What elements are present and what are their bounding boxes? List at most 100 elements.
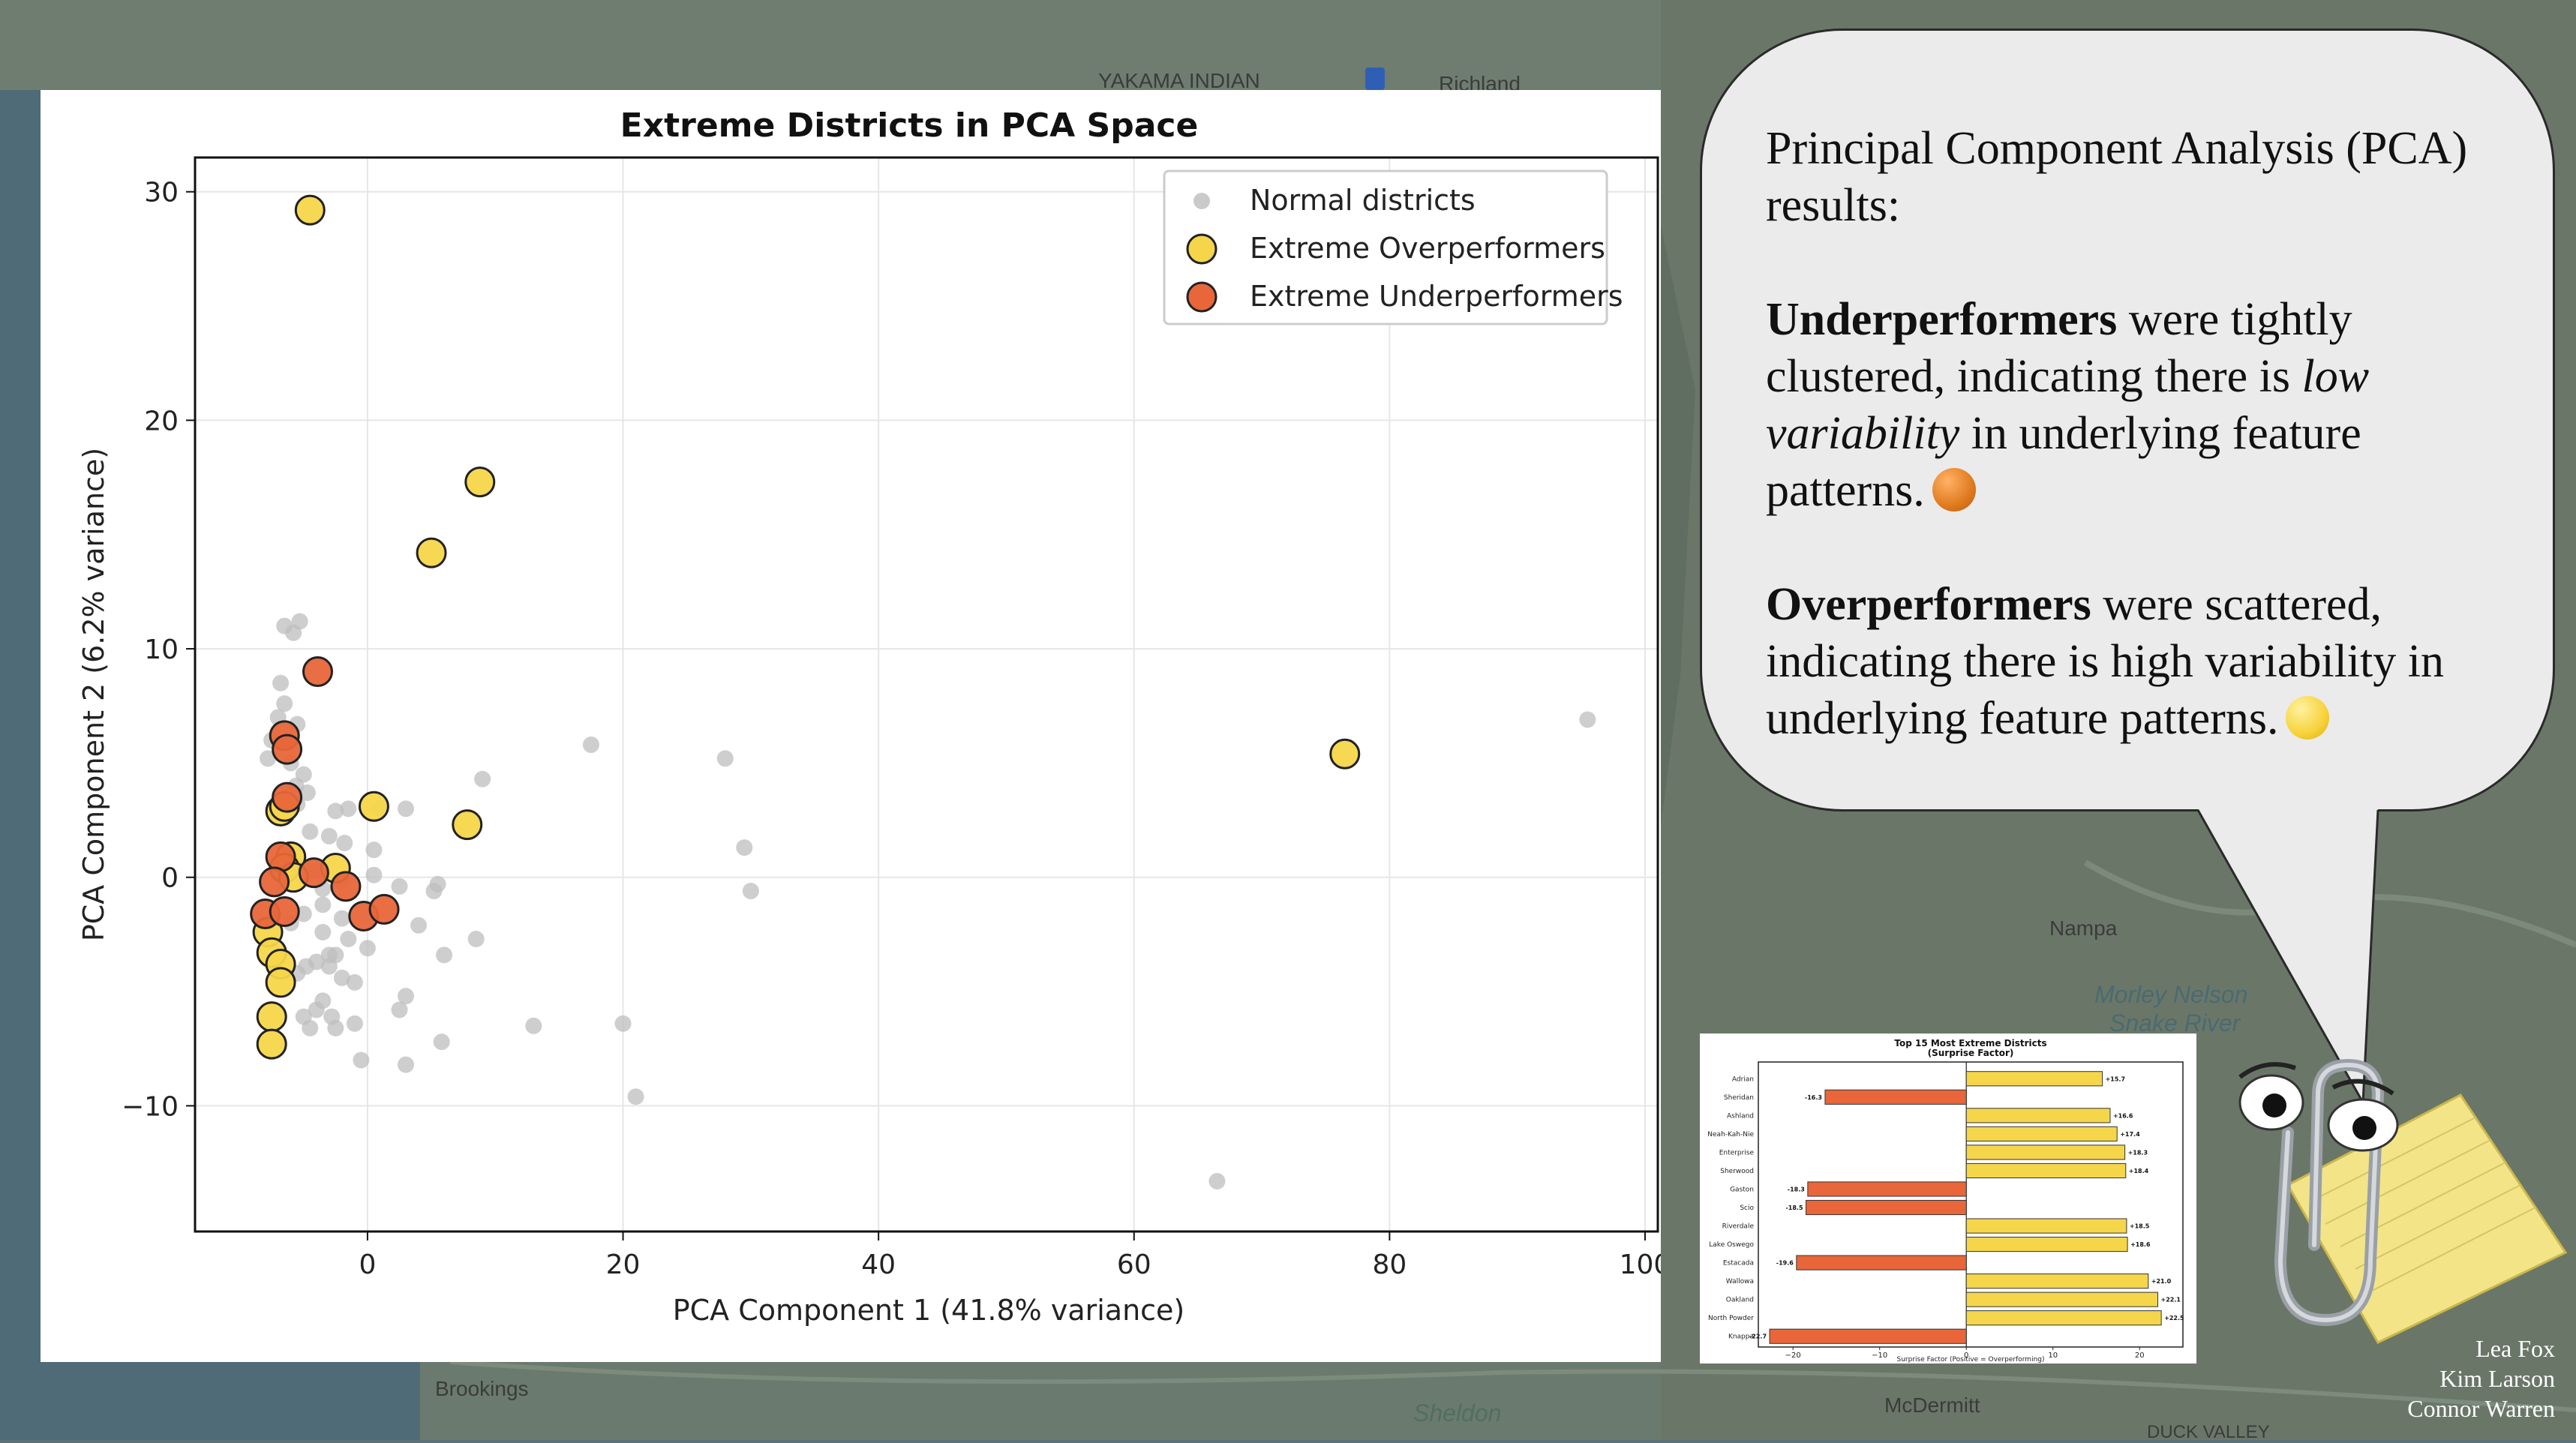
point-normal-district xyxy=(525,1017,542,1034)
bar-category-label: Sherwood xyxy=(1720,1168,1754,1175)
bar-category-label: Ashland xyxy=(1727,1112,1754,1120)
point-normal-district xyxy=(285,624,302,641)
bar-category-label: Enterprise xyxy=(1719,1149,1755,1156)
legend-marker-over xyxy=(1186,233,1217,265)
point-extreme-underperformer xyxy=(272,782,303,813)
bar-value-label: +16.6 xyxy=(2113,1112,2133,1119)
bar-chart-bars: −20 −10 0 10 20 Adrian +15.7 Sheridan -16.3 Ashla… xyxy=(1707,1062,2184,1360)
point-normal-district xyxy=(1579,711,1596,728)
map-label-sheldon: Sheldon xyxy=(1413,1400,1502,1426)
point-normal-district xyxy=(340,931,357,948)
bar-value-label: +18.4 xyxy=(2129,1168,2149,1174)
chart-legend: Normal districts Extreme Overperformers … xyxy=(1163,170,1623,326)
bar-value-label: -18.3 xyxy=(1788,1186,1805,1192)
credit-name: Kim Larson xyxy=(2439,1365,2555,1392)
point-extreme-underperformer xyxy=(265,841,296,872)
bubble-text: Principal Component Analysis (PCA) resul… xyxy=(1766,120,2523,804)
map-label-brookings: Brookings xyxy=(435,1377,529,1400)
point-extreme-underperformer xyxy=(269,896,300,927)
y-tick-label: 20 xyxy=(144,406,179,436)
point-normal-district xyxy=(359,940,376,957)
bar-x-tick-label: 0 xyxy=(1964,1352,1968,1360)
x-tick-label: 0 xyxy=(359,1250,376,1280)
bar-category-label: Wallowa xyxy=(1726,1278,1754,1286)
point-extreme-overperformer xyxy=(452,809,483,841)
bar-value-label: +18.5 xyxy=(2130,1223,2150,1230)
bar-overperforming xyxy=(1965,1126,2118,1142)
chart-title: Extreme Districts in PCA Space xyxy=(620,106,1199,145)
legend-label-under: Extreme Underperformers xyxy=(1250,280,1623,313)
bar-value-label: +17.4 xyxy=(2120,1131,2140,1138)
bar-value-label: -19.6 xyxy=(1776,1260,1794,1267)
over-text: were scattered, indicating there is high… xyxy=(1766,579,2444,744)
bar-category-label: North Powder xyxy=(1708,1315,1754,1322)
x-tick-label: 60 xyxy=(1117,1250,1151,1280)
under-italic: low variability xyxy=(1766,351,2370,459)
bar-value-label: -16.3 xyxy=(1805,1094,1822,1101)
point-normal-district xyxy=(627,1088,644,1106)
bar-chart-subtitle: (Surprise Factor) xyxy=(1928,1048,2014,1058)
pca-chart-panel: Extreme Districts in PCA Space 0 20 40 60 80… xyxy=(41,90,1661,1362)
bar-chart-title: Top 15 Most Extreme Districts xyxy=(1894,1038,2046,1048)
point-normal-district xyxy=(272,674,290,692)
bar-category-label: Riverdale xyxy=(1722,1223,1755,1231)
point-normal-district xyxy=(302,1019,319,1036)
point-normal-district xyxy=(736,839,753,856)
point-normal-district xyxy=(346,1015,363,1032)
point-normal-district xyxy=(299,784,316,802)
orange-circle-icon xyxy=(1932,468,1976,512)
bar-underperforming xyxy=(1769,1328,1967,1344)
point-normal-district xyxy=(302,823,319,840)
point-normal-district xyxy=(614,1015,632,1032)
legend-label-normal: Normal districts xyxy=(1250,184,1476,217)
bar-category-label: Gaston xyxy=(1730,1186,1754,1193)
x-tick-label: 100 xyxy=(1620,1250,1661,1280)
bar-category-label: Oakland xyxy=(1726,1297,1754,1304)
y-tick-label: −10 xyxy=(122,1091,179,1122)
bubble-underperformers: Underperformers were tightly clustered, … xyxy=(1766,291,2523,519)
bar-plot-frame xyxy=(1758,1061,2184,1348)
y-axis-label: PCA Component 2 (6.2% variance) xyxy=(77,448,110,941)
point-normal-district xyxy=(716,750,734,767)
yellow-circle-icon xyxy=(2286,696,2330,740)
y-tick-label: 0 xyxy=(161,863,179,894)
point-normal-district xyxy=(398,988,415,1005)
point-normal-district xyxy=(327,802,344,820)
bar-overperforming xyxy=(1965,1144,2126,1160)
legend-marker-normal xyxy=(1193,193,1210,209)
point-extreme-underperformer xyxy=(259,866,290,898)
point-normal-district xyxy=(433,1034,450,1051)
pca-scatter-chart: Extreme Districts in PCA Space 0 20 40 60 80… xyxy=(77,106,1661,1327)
point-normal-district xyxy=(398,1056,415,1073)
point-normal-district xyxy=(474,770,491,788)
point-extreme-overperformer xyxy=(256,1001,287,1033)
point-normal-district xyxy=(410,916,428,934)
bar-x-axis-label: Surprise Factor (Positive = Overperformi… xyxy=(1896,1356,2044,1364)
point-normal-district xyxy=(353,1052,370,1069)
point-normal-district xyxy=(391,1001,408,1018)
point-normal-district xyxy=(425,883,443,900)
bar-value-label: +18.6 xyxy=(2130,1241,2151,1248)
bar-value-label: +21.0 xyxy=(2151,1278,2172,1285)
bar-overperforming xyxy=(1965,1218,2127,1234)
point-normal-district xyxy=(314,923,332,940)
bar-category-label: Neah-Kah-Nie xyxy=(1707,1131,1754,1138)
bar-category-label: Estacada xyxy=(1723,1260,1754,1268)
x-tick-label: 20 xyxy=(606,1250,641,1280)
point-normal-district xyxy=(336,835,353,852)
point-extreme-overperformer xyxy=(464,466,496,498)
bar-underperforming xyxy=(1807,1181,1967,1197)
point-normal-district xyxy=(582,736,599,754)
point-extreme-underperformer xyxy=(298,857,329,889)
point-normal-district xyxy=(467,931,485,948)
map-label-mcdermitt: McDermitt xyxy=(1884,1394,1980,1417)
legend-marker-under xyxy=(1186,281,1217,313)
point-normal-district xyxy=(320,946,338,964)
bar-category-label: Sheridan xyxy=(1724,1094,1754,1102)
point-extreme-overperformer xyxy=(256,1028,287,1060)
credit-name: Connor Warren xyxy=(2407,1395,2555,1422)
y-tick-label: 10 xyxy=(144,634,179,665)
bar-value-label: +18.3 xyxy=(2128,1149,2148,1156)
bar-overperforming xyxy=(1965,1162,2127,1179)
point-normal-district xyxy=(391,878,408,895)
